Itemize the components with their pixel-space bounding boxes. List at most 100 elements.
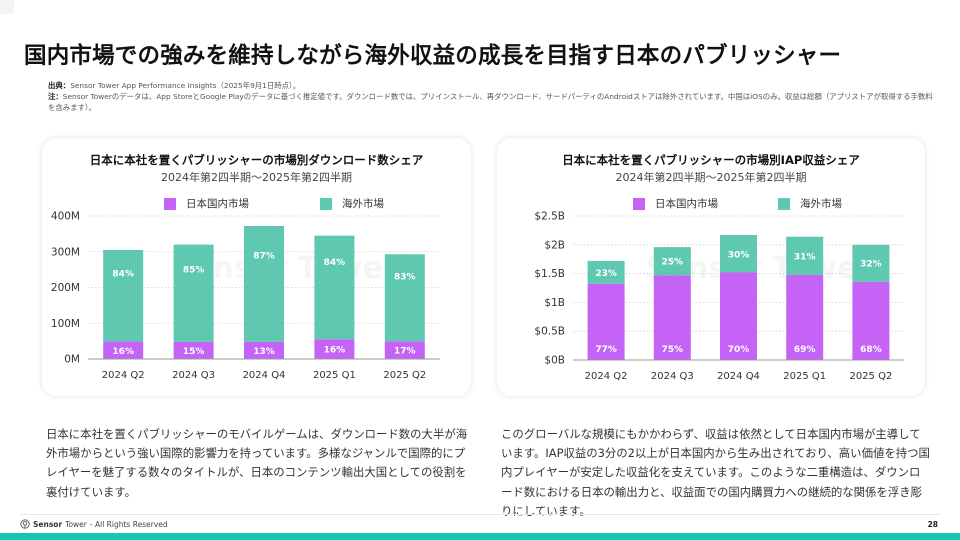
bar-overseas [852, 244, 890, 282]
data-label-overseas: 25% [662, 258, 684, 268]
data-label-overseas: 84% [324, 258, 346, 268]
footer-divider [20, 514, 940, 515]
legend-domestic: 日本国内市場 [633, 196, 718, 211]
data-label-overseas: 85% [183, 265, 205, 275]
rights-text: - All Rights Reserved [89, 519, 168, 529]
data-label-overseas: 87% [253, 251, 275, 261]
chart-subtitle: 2024年第2四半期～2025年第2四半期 [161, 171, 352, 184]
data-label-domestic: 75% [662, 345, 684, 355]
data-label-domestic: 13% [253, 347, 275, 357]
source-line: 出典：Sensor Tower App Performance Insights… [48, 80, 938, 91]
bar-domestic [314, 339, 355, 359]
source-text: Sensor Tower App Performance Insights（20… [70, 81, 301, 90]
y-tick-label: $1B [544, 297, 565, 309]
y-tick-label: 300M [51, 246, 80, 258]
x-tick-label: 2025 Q1 [783, 371, 826, 382]
downloads-commentary: 日本に本社を置くパブリッシャーのモバイルゲームは、ダウンロード数の大半が海外市場… [46, 427, 468, 499]
data-label-domestic: 69% [794, 345, 816, 355]
data-label-overseas: 32% [860, 260, 882, 270]
data-label-overseas: 31% [794, 252, 816, 262]
bar-domestic [103, 341, 144, 359]
bar-overseas [173, 244, 214, 342]
y-tick-label: $0.5B [534, 326, 565, 338]
y-tick-label: $1.5B [534, 268, 565, 280]
legend-label: 海外市場 [800, 198, 842, 210]
data-label-domestic: 16% [112, 347, 134, 357]
legend-overseas: 海外市場 [320, 196, 384, 211]
data-label-domestic: 70% [728, 345, 750, 355]
footer-brand: Sensor Tower - All Rights Reserved [20, 519, 168, 529]
revenue-chart-card: 日本に本社を置くパブリッシャーの市場別IAP収益シェア 2024年第2四半期～2… [497, 138, 925, 396]
page-title: 国内市場での強みを維持しながら海外収益の成長を目指す日本のパブリッシャー [24, 43, 842, 69]
legend-swatch-overseas [778, 197, 790, 210]
bar-domestic [852, 281, 890, 360]
bar-overseas [587, 260, 625, 284]
downloads-chart: Sensor Tower0M100M200M300M400M16%84%2024… [51, 211, 440, 381]
bar-overseas [720, 235, 757, 273]
legend-swatch-overseas [320, 197, 332, 210]
accent-bar [0, 533, 960, 540]
x-tick-label: 2025 Q1 [313, 370, 356, 381]
chart-title: 日本に本社を置くパブリッシャーの市場別IAP収益シェア [562, 153, 860, 167]
legend-overseas: 海外市場 [778, 196, 842, 211]
note-text: Sensor Towerのデータは、App StoreとGoogle Playの… [48, 92, 933, 112]
legend-label: 日本国内市場 [655, 198, 718, 210]
source-notes: 出典：Sensor Tower App Performance Insights… [48, 80, 938, 113]
data-label-overseas: 23% [595, 269, 617, 279]
chart-title: 日本に本社を置くパブリッシャーの市場別ダウンロード数シェア [89, 153, 424, 167]
note-label: 注： [48, 92, 63, 101]
brand-name-rest: Tower [65, 519, 87, 529]
bar-domestic [720, 272, 757, 360]
sensor-tower-logo-icon [20, 519, 30, 529]
data-label-domestic: 68% [860, 345, 882, 355]
source-label: 出典： [48, 81, 71, 90]
brand-name-bold: Sensor [33, 519, 63, 529]
bar-domestic [653, 275, 691, 360]
corner-mark [0, 0, 14, 14]
bar-domestic [786, 274, 824, 360]
bar-overseas [653, 247, 691, 276]
legend-label: 日本国内市場 [186, 198, 249, 210]
x-tick-label: 2025 Q2 [849, 371, 892, 382]
revenue-commentary: このグローバルな規模にもかかわらず、収益は依然として日本国内市場が主導しています… [501, 427, 930, 518]
revenue-chart: Sensor Tower$0B$0.5B$1B$1.5B$2B$2.5B77%2… [534, 211, 904, 382]
legend-swatch-domestic [164, 197, 176, 210]
bar-overseas [786, 236, 824, 275]
bar-domestic [173, 341, 214, 359]
y-tick-label: $2.5B [534, 211, 565, 223]
y-tick-label: $0B [544, 355, 565, 367]
note-line: 注：Sensor Towerのデータは、App StoreとGoogle Pla… [48, 91, 938, 113]
data-label-domestic: 17% [394, 347, 416, 357]
x-tick-label: 2024 Q2 [585, 371, 628, 382]
bar-overseas [244, 226, 284, 342]
data-label-overseas: 30% [728, 250, 750, 260]
x-tick-label: 2024 Q4 [243, 370, 286, 381]
bar-overseas [384, 254, 425, 342]
bar-domestic [384, 341, 425, 359]
legend-domestic: 日本国内市場 [164, 196, 249, 211]
legend-label: 海外市場 [342, 198, 384, 210]
bar-domestic [587, 283, 625, 360]
bar-overseas [314, 235, 355, 340]
data-label-domestic: 77% [595, 345, 617, 355]
y-tick-label: 400M [51, 211, 80, 223]
data-label-overseas: 84% [112, 269, 134, 279]
data-label-overseas: 83% [394, 272, 416, 282]
x-tick-label: 2025 Q2 [383, 370, 426, 381]
bar-domestic [244, 341, 284, 359]
y-tick-label: $2B [544, 239, 565, 251]
x-tick-label: 2024 Q4 [717, 371, 760, 382]
bar-overseas [103, 249, 144, 342]
x-tick-label: 2024 Q2 [102, 370, 145, 381]
data-label-domestic: 16% [324, 346, 346, 356]
x-tick-label: 2024 Q3 [651, 371, 694, 382]
page-number: 28 [927, 520, 938, 529]
chart-subtitle: 2024年第2四半期～2025年第2四半期 [615, 171, 807, 184]
legend-swatch-domestic [633, 197, 645, 210]
x-tick-label: 2024 Q3 [172, 370, 215, 381]
downloads-chart-card: 日本に本社を置くパブリッシャーの市場別ダウンロード数シェア 2024年第2四半期… [42, 138, 471, 396]
y-tick-label: 0M [64, 354, 80, 366]
y-tick-label: 100M [51, 318, 80, 330]
y-tick-label: 200M [51, 282, 80, 294]
data-label-domestic: 15% [183, 347, 205, 357]
